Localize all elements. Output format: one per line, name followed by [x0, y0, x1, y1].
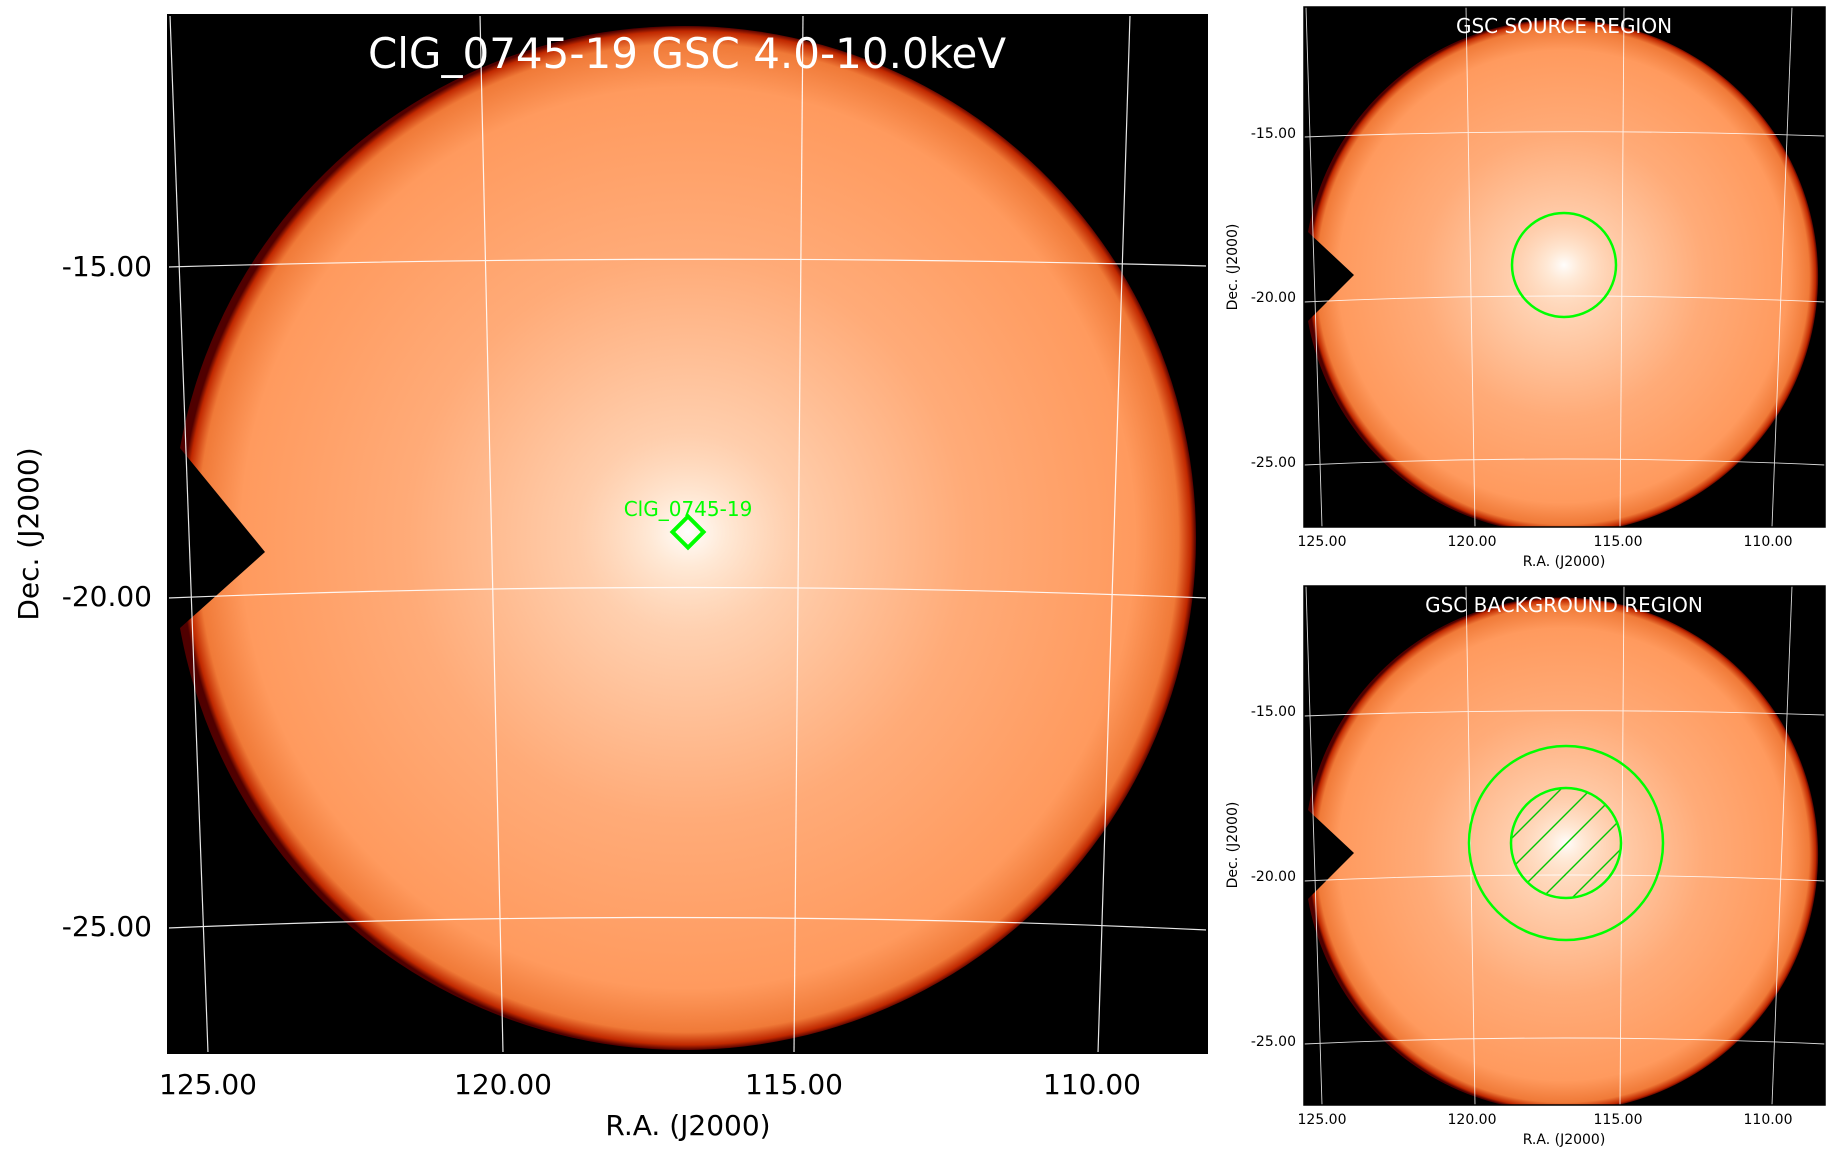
source-y-tick: -25.00	[1251, 455, 1296, 471]
source-title: GSC SOURCE REGION	[1456, 14, 1672, 38]
main-y-tick: -20.00	[62, 580, 152, 613]
main-y-ticks: -15.00 -20.00 -25.00	[62, 250, 152, 943]
main-x-tick: 110.00	[1043, 1068, 1141, 1101]
source-x-tick: 125.00	[1298, 534, 1347, 550]
background-x-axis-label: R.A. (J2000)	[1523, 1132, 1606, 1148]
background-y-axis-label: Dec. (J2000)	[1225, 802, 1241, 889]
main-source-marker	[669, 513, 707, 551]
source-coordinate-grid	[1304, 7, 1825, 527]
background-outer-circle	[1467, 744, 1665, 942]
background-y-tick: -20.00	[1251, 869, 1296, 885]
source-y-tick: -15.00	[1251, 126, 1296, 142]
background-x-tick: 125.00	[1298, 1112, 1347, 1128]
source-frame	[1303, 6, 1826, 528]
background-x-tick: 115.00	[1594, 1112, 1643, 1128]
source-y-axis-label: Dec. (J2000)	[1225, 224, 1241, 311]
background-title: GSC BACKGROUND REGION	[1425, 593, 1703, 617]
background-glow	[1514, 796, 1618, 890]
main-x-tick: 125.00	[159, 1068, 257, 1101]
main-y-axis-label: Dec. (J2000)	[12, 447, 45, 620]
main-frame	[167, 14, 1208, 1054]
main-y-tick: -15.00	[62, 250, 152, 283]
source-x-axis-label: R.A. (J2000)	[1523, 554, 1606, 570]
source-region-circle	[1510, 211, 1618, 319]
background-frame	[1303, 585, 1826, 1106]
source-y-tick: -20.00	[1251, 290, 1296, 306]
main-x-tick: 120.00	[454, 1068, 552, 1101]
main-source-glow	[578, 432, 798, 632]
background-y-tick: -25.00	[1251, 1034, 1296, 1050]
background-panel: GSC BACKGROUND REGION 125.00 120.00 115.…	[1225, 585, 1826, 1148]
main-coordinate-grid	[168, 15, 1207, 1053]
background-image: GSC BACKGROUND REGION	[1304, 586, 1825, 1105]
background-y-ticks: -15.00 -20.00 -25.00	[1251, 704, 1296, 1050]
source-image: GSC SOURCE REGION	[1304, 7, 1825, 527]
background-x-tick: 110.00	[1744, 1112, 1793, 1128]
background-x-ticks: 125.00 120.00 115.00 110.00	[1298, 1112, 1793, 1128]
source-x-tick: 115.00	[1594, 534, 1643, 550]
source-x-tick: 110.00	[1744, 534, 1793, 550]
background-y-tick: -15.00	[1251, 704, 1296, 720]
main-panel: ClG_0745-19 ClG_0745-19 GSC 4.0-10.0keV …	[12, 14, 1208, 1142]
source-panel: GSC SOURCE REGION 125.00 120.00 115.00 1…	[1225, 6, 1826, 570]
main-image: ClG_0745-19 ClG_0745-19 GSC 4.0-10.0keV	[168, 15, 1207, 1053]
main-title: ClG_0745-19 GSC 4.0-10.0keV	[368, 29, 1006, 78]
background-x-tick: 120.00	[1448, 1112, 1497, 1128]
source-glow	[1514, 220, 1614, 310]
main-x-axis-label: R.A. (J2000)	[605, 1109, 770, 1142]
source-x-tick: 120.00	[1448, 534, 1497, 550]
main-x-tick: 115.00	[745, 1068, 843, 1101]
background-inner-circle	[1509, 786, 1623, 900]
main-y-tick: -25.00	[62, 910, 152, 943]
main-x-ticks: 125.00 120.00 115.00 110.00	[159, 1068, 1141, 1101]
source-x-ticks: 125.00 120.00 115.00 110.00	[1298, 534, 1793, 550]
source-y-ticks: -15.00 -20.00 -25.00	[1251, 126, 1296, 471]
